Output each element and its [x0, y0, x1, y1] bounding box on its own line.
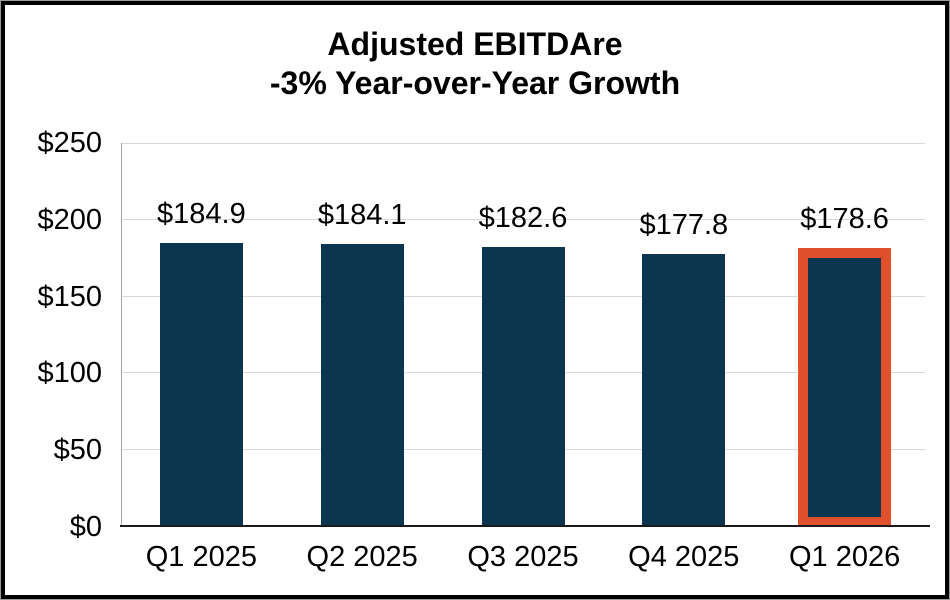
- y-tick-label: $50: [53, 434, 102, 467]
- chart-title-line2: -3% Year-over-Year Growth: [269, 65, 681, 101]
- y-axis-line: [121, 143, 122, 527]
- bar-value-label: $177.8: [639, 208, 729, 241]
- chart-title-line1: Adjusted EBITDAre: [327, 26, 623, 62]
- x-tick-label: Q1 2026: [788, 541, 901, 573]
- x-tick-label: Q4 2025: [628, 541, 740, 573]
- bar-value-label: $178.6: [800, 202, 889, 235]
- bar-value-label: $184.9: [157, 198, 246, 230]
- y-tick-label: $250: [37, 127, 102, 159]
- y-tick-label: $0: [69, 511, 102, 543]
- y-tick-label: $150: [37, 280, 102, 313]
- bar-value-label: $182.6: [478, 201, 568, 234]
- bar-value-label: $184.1: [317, 199, 407, 232]
- x-tick-label: Q3 2025: [467, 541, 579, 573]
- x-tick-label: Q1 2025: [145, 541, 258, 573]
- y-tick-label: $100: [37, 357, 102, 390]
- y-tick-label: $200: [37, 203, 102, 236]
- chart-title: Adjusted EBITDAre -3% Year-over-Year Gro…: [5, 25, 945, 103]
- gridline: [121, 143, 925, 144]
- bar: [481, 246, 565, 527]
- bar-highlighted: [798, 247, 892, 527]
- x-axis-line: [120, 525, 930, 527]
- bar: [159, 243, 243, 527]
- gridline: [121, 218, 925, 220]
- bar: [642, 253, 726, 527]
- plot-area: $184.9 $184.1 $182.6 $177.8 $178.6: [121, 143, 925, 527]
- x-tick-label: Q2 2025: [306, 541, 418, 573]
- bar: [320, 244, 404, 527]
